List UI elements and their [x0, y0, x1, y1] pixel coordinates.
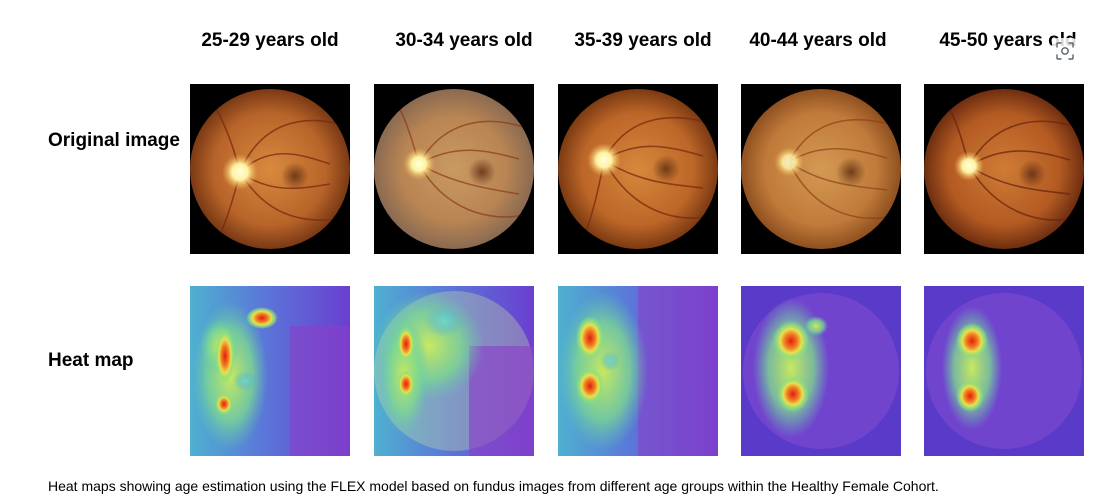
fundus-image-35-39 — [558, 84, 718, 254]
column-title-25-29: 25-29 years old — [201, 30, 339, 51]
column-title-45-50: 45-50 years old — [939, 30, 1077, 51]
column-title-40-44: 40-44 years old — [749, 30, 887, 51]
fundus-image-45-50 — [924, 84, 1084, 254]
figure-caption: Heat maps showing age estimation using t… — [48, 478, 939, 494]
fundus-image-30-34 — [374, 84, 534, 254]
heatmap-35-39 — [558, 286, 718, 456]
fundus-image-40-44 — [741, 84, 901, 254]
column-title-35-39: 35-39 years old — [574, 30, 712, 51]
row-label-heat-map: Heat map — [48, 350, 134, 371]
heatmap-25-29 — [190, 286, 350, 456]
lens-scan-icon[interactable] — [1052, 38, 1078, 64]
column-title-30-34: 30-34 years old — [395, 30, 533, 51]
row-label-original-image: Original image — [48, 130, 180, 151]
heatmap-30-34 — [374, 286, 534, 456]
heatmap-40-44 — [741, 286, 901, 456]
fundus-image-25-29 — [190, 84, 350, 254]
heatmap-45-50 — [924, 286, 1084, 456]
